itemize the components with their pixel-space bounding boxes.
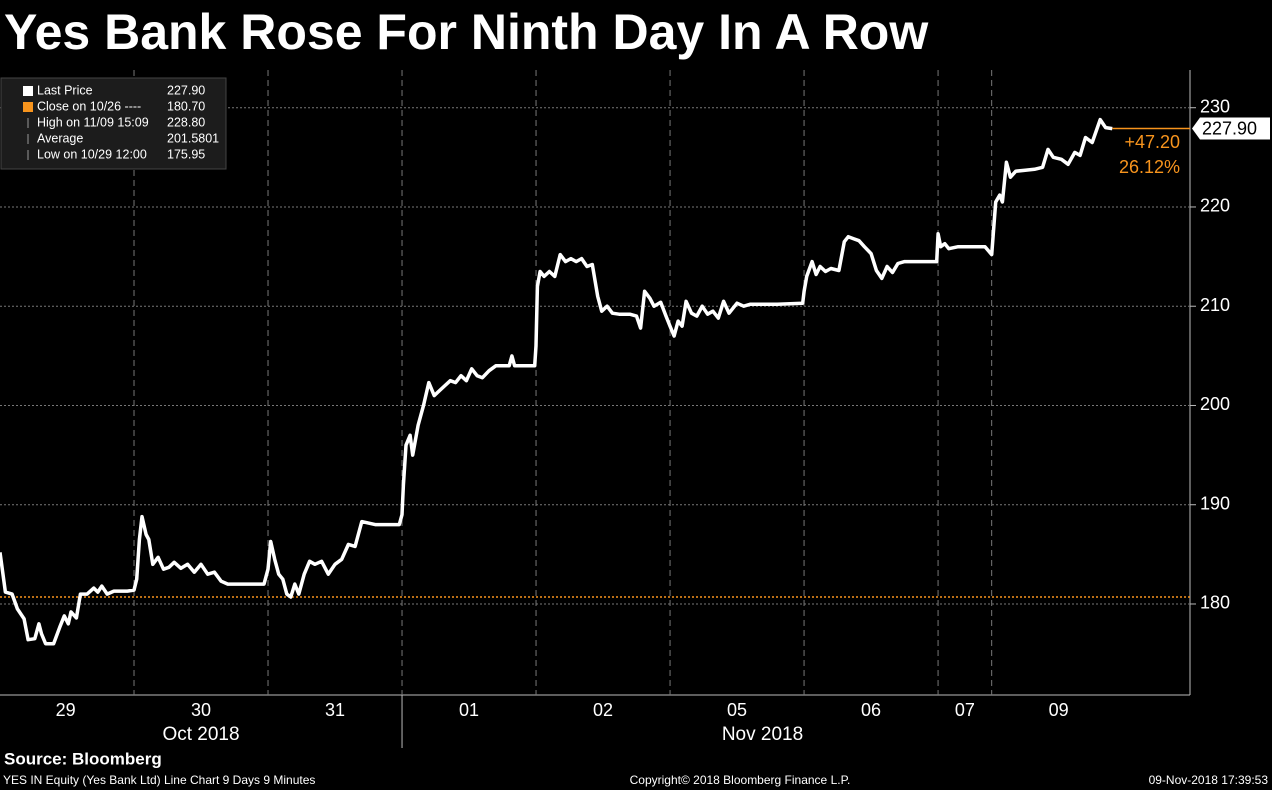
legend-label: Average	[37, 131, 83, 145]
x-tick-label: 31	[325, 700, 345, 720]
legend-label: Last Price	[37, 83, 93, 97]
legend-value: 180.70	[167, 99, 205, 113]
footer-center: Copyright© 2018 Bloomberg Finance L.P.	[630, 773, 851, 787]
x-tick-label: 29	[56, 700, 76, 720]
footer-right: 09-Nov-2018 17:39:53	[1149, 773, 1269, 787]
legend-value: 227.90	[167, 83, 205, 97]
last-price-label: 227.90	[1202, 118, 1257, 138]
x-tick-label: 09	[1049, 700, 1069, 720]
chart-title: Yes Bank Rose For Ninth Day In A Row	[4, 4, 928, 60]
change-label: +47.20	[1124, 132, 1180, 152]
y-tick-label: 190	[1200, 493, 1230, 513]
month-label: Nov 2018	[722, 724, 803, 745]
legend-label: Close on 10/26 ----	[37, 99, 141, 113]
change-label: 26.12%	[1119, 157, 1180, 177]
last-price-box	[1192, 117, 1270, 140]
x-tick-label: 06	[861, 700, 881, 720]
legend-value: 228.80	[167, 115, 205, 129]
source: Source: Bloomberg	[4, 749, 162, 768]
y-tick-label: 180	[1200, 593, 1230, 613]
legend-value: 175.95	[167, 147, 205, 161]
legend-box	[0, 77, 227, 170]
price-line	[0, 117, 1113, 646]
x-tick-label: 01	[459, 700, 479, 720]
month-label: Oct 2018	[162, 724, 239, 745]
legend-label: Low on 10/29 12:00	[37, 147, 147, 161]
x-tick-label: 05	[727, 700, 747, 720]
y-tick-label: 210	[1200, 295, 1230, 315]
y-tick-label: 220	[1200, 196, 1230, 216]
legend-value: 201.5801	[167, 131, 219, 145]
footer-left: YES IN Equity (Yes Bank Ltd) Line Chart …	[3, 773, 315, 787]
legend-label: High on 11/09 15:09	[37, 115, 149, 129]
y-tick-label: 230	[1200, 96, 1230, 116]
x-tick-label: 07	[955, 700, 975, 720]
x-tick-label: 02	[593, 700, 613, 720]
y-tick-label: 200	[1200, 394, 1230, 414]
legend-swatch	[23, 102, 33, 112]
x-tick-label: 30	[191, 700, 211, 720]
legend-swatch	[23, 86, 33, 96]
